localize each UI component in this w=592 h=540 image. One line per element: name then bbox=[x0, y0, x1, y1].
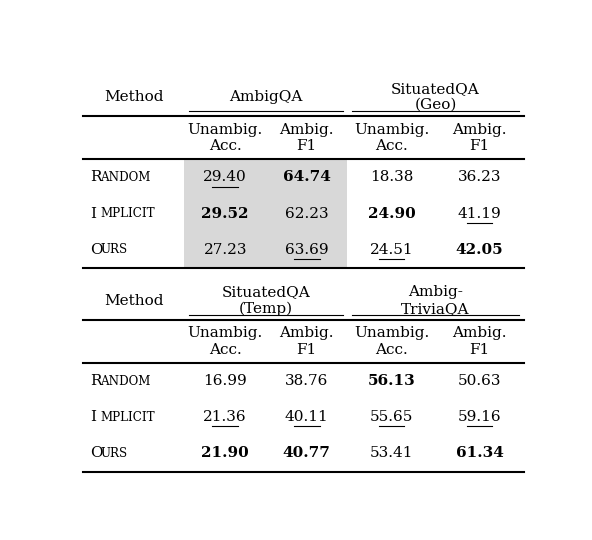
Text: 21.90: 21.90 bbox=[201, 447, 249, 461]
Text: URS: URS bbox=[100, 243, 127, 256]
Text: AmbigQA: AmbigQA bbox=[229, 90, 303, 104]
Text: 55.65: 55.65 bbox=[370, 410, 413, 424]
Text: 27.23: 27.23 bbox=[204, 243, 247, 256]
Text: I: I bbox=[90, 207, 96, 220]
Text: MPLICIT: MPLICIT bbox=[100, 411, 155, 424]
Text: Method: Method bbox=[104, 294, 163, 308]
Text: Method: Method bbox=[104, 90, 163, 104]
Text: Unambig.
Acc.: Unambig. Acc. bbox=[354, 123, 429, 153]
Text: 36.23: 36.23 bbox=[458, 171, 501, 185]
Text: O: O bbox=[90, 243, 102, 256]
Text: R: R bbox=[90, 171, 102, 185]
Text: 63.69: 63.69 bbox=[285, 243, 329, 256]
Text: SituatedQA
(Temp): SituatedQA (Temp) bbox=[221, 285, 310, 316]
Text: SituatedQA
(Geo): SituatedQA (Geo) bbox=[391, 82, 480, 112]
Text: 61.34: 61.34 bbox=[456, 447, 504, 461]
Text: 29.52: 29.52 bbox=[201, 207, 249, 220]
Text: Unambig.
Acc.: Unambig. Acc. bbox=[188, 327, 263, 357]
Text: 41.19: 41.19 bbox=[458, 207, 501, 220]
Text: 24.90: 24.90 bbox=[368, 207, 416, 220]
Text: Ambig.
F1: Ambig. F1 bbox=[452, 123, 507, 153]
Bar bbox=[185, 159, 348, 268]
Text: URS: URS bbox=[100, 447, 127, 460]
Text: Ambig.
F1: Ambig. F1 bbox=[279, 123, 334, 153]
Text: Unambig.
Acc.: Unambig. Acc. bbox=[354, 327, 429, 357]
Text: 40.77: 40.77 bbox=[283, 447, 331, 461]
Text: 62.23: 62.23 bbox=[285, 207, 329, 220]
Text: 40.11: 40.11 bbox=[285, 410, 329, 424]
Text: Ambig.
F1: Ambig. F1 bbox=[279, 327, 334, 357]
Text: Ambig-
TriviaQA: Ambig- TriviaQA bbox=[401, 286, 470, 316]
Text: 56.13: 56.13 bbox=[368, 374, 416, 388]
Text: Unambig.
Acc.: Unambig. Acc. bbox=[188, 123, 263, 153]
Text: 50.63: 50.63 bbox=[458, 374, 501, 388]
Text: 21.36: 21.36 bbox=[204, 410, 247, 424]
Text: MPLICIT: MPLICIT bbox=[100, 207, 155, 220]
Text: ANDOM: ANDOM bbox=[100, 171, 150, 184]
Text: 64.74: 64.74 bbox=[283, 171, 331, 185]
Text: Ambig.
F1: Ambig. F1 bbox=[452, 327, 507, 357]
Text: 16.99: 16.99 bbox=[203, 374, 247, 388]
Text: 38.76: 38.76 bbox=[285, 374, 329, 388]
Text: 29.40: 29.40 bbox=[203, 171, 247, 185]
Text: O: O bbox=[90, 447, 102, 461]
Text: I: I bbox=[90, 410, 96, 424]
Text: ANDOM: ANDOM bbox=[100, 375, 150, 388]
Text: 53.41: 53.41 bbox=[370, 447, 413, 461]
Text: 59.16: 59.16 bbox=[458, 410, 501, 424]
Text: 42.05: 42.05 bbox=[456, 243, 503, 256]
Text: 18.38: 18.38 bbox=[370, 171, 413, 185]
Text: 24.51: 24.51 bbox=[369, 243, 413, 256]
Text: R: R bbox=[90, 374, 102, 388]
